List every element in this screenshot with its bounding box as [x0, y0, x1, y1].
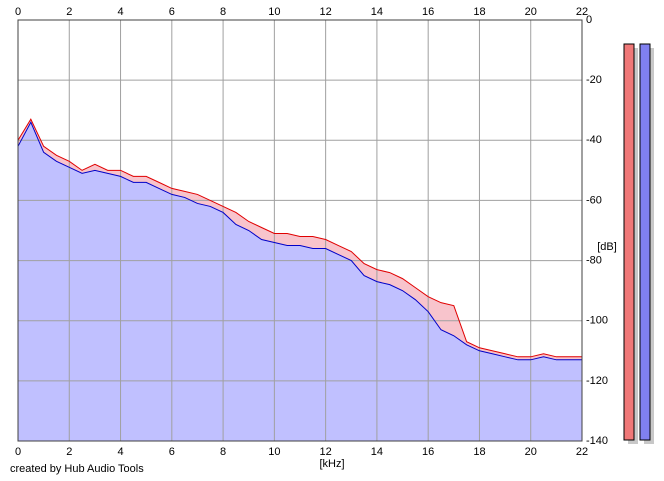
x-tick-label: 0	[15, 446, 21, 458]
plot	[17, 19, 583, 442]
y-tick-label: -80	[586, 254, 602, 266]
area	[18, 122, 582, 441]
x-tick-label: 20	[525, 446, 537, 458]
x-tick-label: 18	[473, 446, 485, 458]
x-tick-label: 12	[320, 6, 332, 18]
x-axis-label: [kHz]	[319, 458, 344, 470]
x-tick-label: 6	[169, 446, 175, 458]
x-tick-label: 14	[371, 6, 383, 18]
x-tick-label: 22	[576, 446, 588, 458]
x-tick-label: 14	[371, 446, 383, 458]
footer: created by Hub Audio Tools	[10, 463, 144, 475]
x-tick-label: 12	[320, 446, 332, 458]
y-tick-label: -40	[586, 134, 602, 146]
x-tick-label: 2	[66, 6, 72, 18]
x-tick-label: 0	[15, 6, 21, 18]
plot-frame	[17, 19, 583, 442]
x-tick-label: 4	[117, 446, 123, 458]
level-meter-left	[623, 43, 635, 441]
y-tick-label: -20	[586, 74, 602, 86]
x-tick-label: 8	[220, 446, 226, 458]
x-tick-label: 4	[117, 6, 123, 18]
y-tick-label: -100	[586, 315, 608, 327]
y-tick-label: 0	[586, 14, 592, 26]
x-tick-label: 20	[525, 6, 537, 18]
x-tick-label: 6	[169, 6, 175, 18]
x-tick-label: 16	[422, 6, 434, 18]
y-tick-label: -120	[586, 375, 608, 387]
level-meter-right	[639, 43, 651, 441]
series-line	[17, 121, 582, 361]
y-tick-label: -60	[586, 194, 602, 206]
series-line	[17, 118, 582, 358]
x-tick-label: 18	[473, 6, 485, 18]
x-tick-label: 22	[576, 6, 588, 18]
x-tick-label: 10	[268, 6, 280, 18]
y-axis-label: [dB]	[597, 241, 617, 253]
x-tick-label: 16	[422, 446, 434, 458]
x-tick-label: 10	[268, 446, 280, 458]
y-tick-label: -140	[586, 435, 608, 447]
x-tick-label: 2	[66, 446, 72, 458]
x-tick-label: 8	[220, 6, 226, 18]
